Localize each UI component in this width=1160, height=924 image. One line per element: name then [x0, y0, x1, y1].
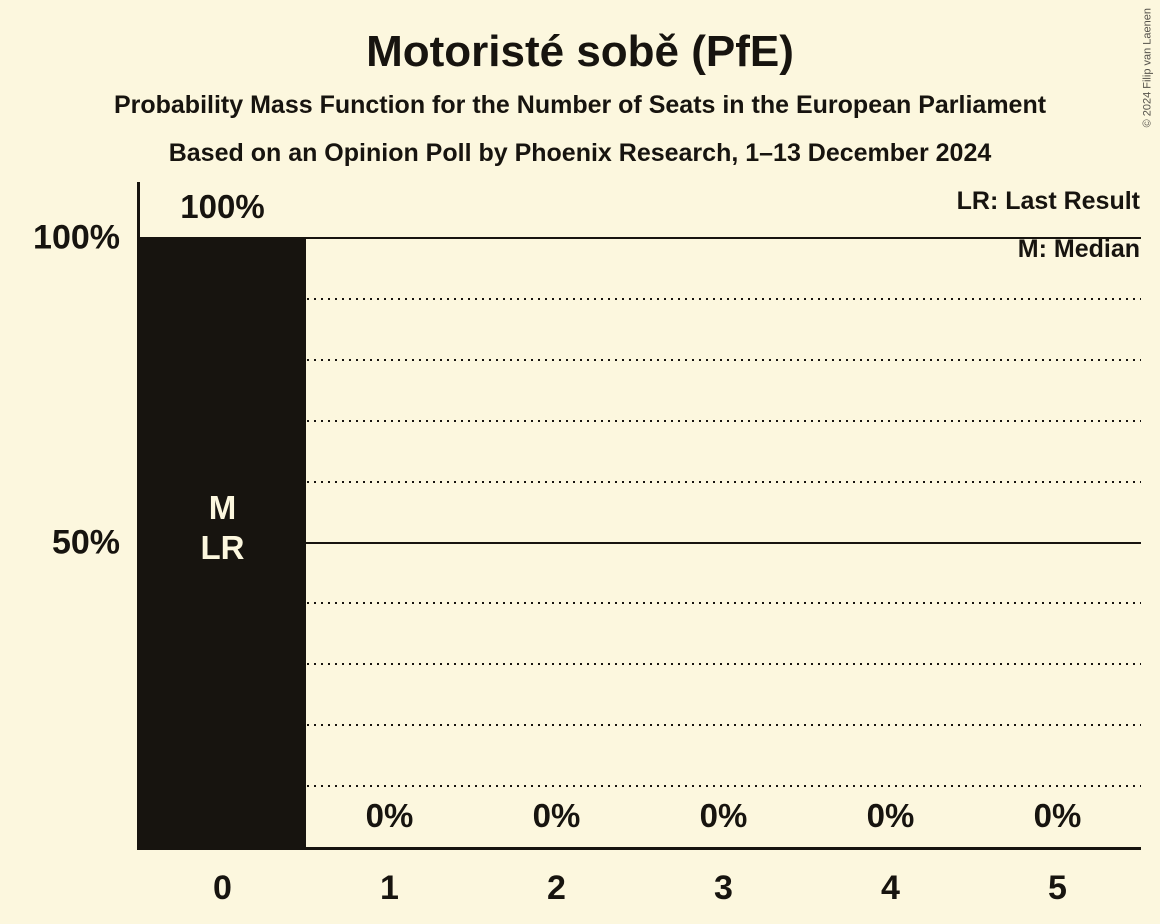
chart-subtitle: Probability Mass Function for the Number…: [113, 91, 1047, 119]
legend-median: M: Median: [1017, 235, 1140, 263]
y-tick-label-50: 50%: [51, 523, 120, 561]
legend-last-result: LR: Last Result: [956, 187, 1140, 215]
bar-value-label-5: 0%: [1033, 797, 1082, 834]
x-tick-label-4: 4: [881, 869, 900, 907]
x-tick-label-0: 0: [213, 869, 232, 907]
gridline-solid-50: [139, 541, 1141, 544]
gridline-dotted-40: [139, 602, 1141, 605]
chart-poll-info: Based on an Opinion Poll by Phoenix Rese…: [168, 139, 992, 167]
x-tick-label-1: 1: [380, 869, 399, 907]
chart-title: Motoristé sobě (PfE): [366, 27, 794, 76]
bar-value-label-0: 100%: [180, 188, 265, 225]
gridline-dotted-80: [139, 358, 1141, 361]
y-axis: [137, 182, 140, 850]
gridline-solid-100: [139, 237, 1141, 239]
bar-value-label-3: 0%: [699, 797, 748, 834]
x-tick-label-2: 2: [547, 869, 566, 907]
plot-area: M LR 100% 0% 0% 0% 0% 0%: [137, 182, 1141, 850]
bar-value-label-2: 0%: [532, 797, 581, 834]
gridline-dotted-30: [139, 663, 1141, 666]
gridline-dotted-60: [139, 480, 1141, 483]
bar-annotation-0: M LR: [139, 488, 306, 568]
gridline-dotted-10: [139, 785, 1141, 788]
x-tick-label-3: 3: [714, 869, 733, 907]
bar-annotation-line: LR: [200, 528, 245, 566]
bar-value-label-4: 0%: [866, 797, 915, 834]
x-tick-label-5: 5: [1048, 869, 1067, 907]
x-axis-labels: 0 1 2 3 4 5: [139, 850, 1141, 924]
gridline-dotted-70: [139, 419, 1141, 422]
bar-value-label-1: 0%: [365, 797, 414, 834]
y-axis-labels: 100% 50%: [0, 0, 120, 924]
y-tick-label-100: 100%: [33, 218, 120, 257]
gridline-dotted-20: [139, 724, 1141, 727]
value-area: M LR: [139, 237, 1141, 847]
bar-0: M LR: [139, 238, 306, 847]
gridline-dotted-90: [139, 297, 1141, 300]
x-axis: [137, 847, 1141, 850]
bar-annotation-line: M: [208, 488, 237, 526]
copyright-notice: © 2024 Filip van Laenen: [1141, 8, 1153, 128]
